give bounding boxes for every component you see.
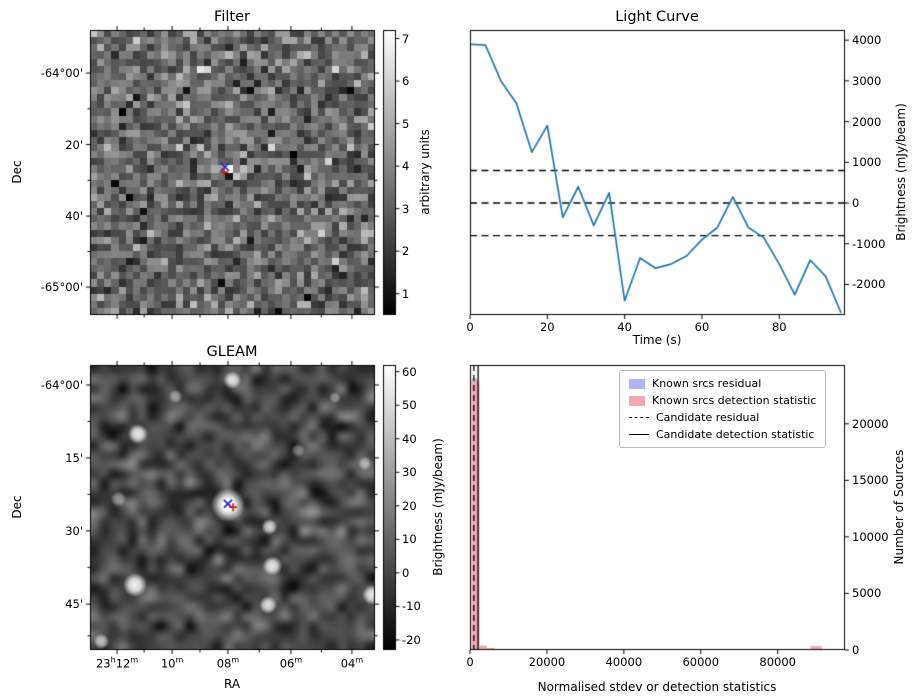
gleam-x-axis-label: RA (223, 677, 241, 691)
histogram-legend: Known srcs residual Known srcs detection… (619, 370, 827, 448)
lightcurve-x-axis-label: Time (s) (632, 333, 682, 347)
histogram-x-axis-label: Normalised stdev or detection statistics (537, 680, 777, 694)
legend-label: Known srcs residual (652, 377, 762, 390)
lightcurve-title: Light Curve (615, 9, 699, 25)
legend-swatch-known-srcs-residual-patch (629, 378, 645, 389)
legend-swatch-candidate-residual-dashed-line (629, 417, 649, 418)
lightcurve-y-axis-label: Brightness (mJy/beam) (894, 103, 908, 241)
gleam-title: GLEAM (206, 344, 258, 360)
legend-swatch-candidate-detection-solid-line (629, 434, 649, 435)
gleam-colorbar-label: Brightness (mJy/beam) (431, 438, 445, 576)
legend-item-known-srcs-detection-statistic: Known srcs detection statistic (629, 394, 816, 407)
legend-item-known-srcs-residual: Known srcs residual (629, 377, 816, 390)
legend-label: Known srcs detection statistic (652, 394, 817, 407)
filter-colorbar-label: arbitrary units (418, 129, 432, 215)
legend-label: Candidate residual (656, 411, 760, 424)
filter-y-axis-label: Dec (10, 160, 24, 184)
legend-label: Candidate detection statistic (656, 428, 815, 441)
legend-item-candidate-detection-statistic: Candidate detection statistic (629, 428, 816, 441)
filter-title: Filter (214, 9, 250, 25)
gleam-y-axis-label: Dec (10, 495, 24, 519)
legend-item-candidate-residual: Candidate residual (629, 411, 816, 424)
legend-swatch-known-srcs-detection-patch (629, 395, 645, 406)
histogram-y-axis-label: Number of Sources (892, 449, 906, 565)
